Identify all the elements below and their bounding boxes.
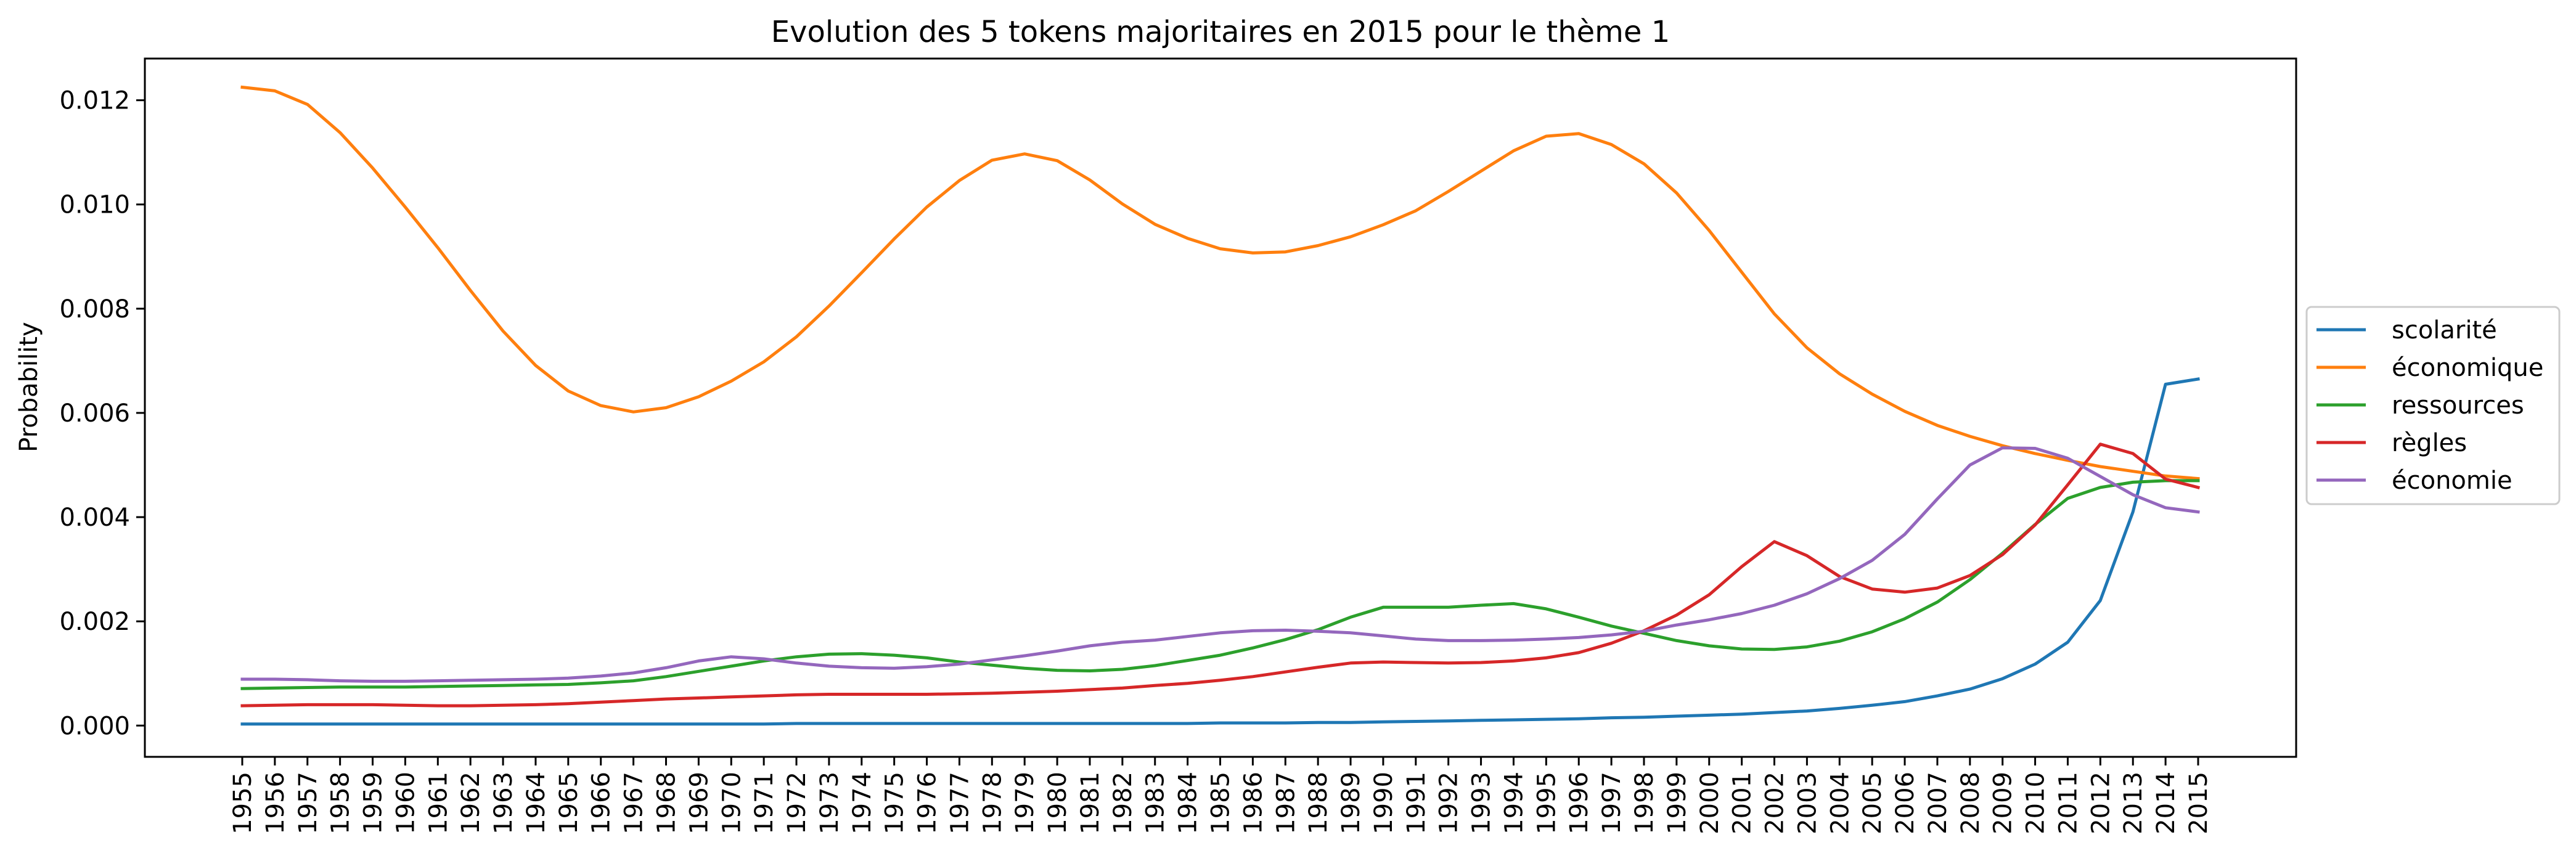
x-tick-label: 1994	[1500, 772, 1528, 834]
legend: scolarité économique ressources règles écono…	[2305, 306, 2561, 505]
x-tick-label: 1966	[587, 772, 616, 834]
x-tick-label: 1977	[946, 772, 974, 834]
x-tick-label: 2000	[1696, 772, 1724, 834]
series-line-1	[240, 377, 2200, 726]
x-tick-label: 1995	[1532, 772, 1561, 834]
x-tick-label: 1962	[457, 772, 485, 834]
series-line-4	[240, 443, 2201, 708]
x-tick-label: 1983	[1142, 772, 1170, 834]
x-tick-label: 2009	[1989, 772, 2018, 834]
x-tick-label: 1959	[359, 772, 388, 834]
x-axis-ticks: 1955 1956 1957 1958 1959 1960 1961 1962 1963 1964…	[229, 757, 2213, 834]
x-tick-label: 1990	[1370, 772, 1398, 834]
series-lines	[240, 85, 2201, 726]
y-axis-label: Probability	[15, 322, 43, 452]
x-tick-label: 1986	[1239, 772, 1267, 834]
x-tick-label: 1961	[424, 772, 452, 834]
y-tick-label: 0.000	[59, 712, 130, 740]
y-tick-label: 0.012	[59, 87, 130, 115]
y-tick-label: 0.010	[59, 191, 130, 219]
x-tick-label: 1964	[522, 772, 550, 834]
legend-label: ressources	[2392, 391, 2524, 420]
legend-label: scolarité	[2392, 316, 2497, 345]
x-tick-label: 1999	[1663, 772, 1691, 834]
x-tick-label: 2001	[1728, 772, 1757, 834]
legend-label: économie	[2392, 467, 2513, 495]
x-tick-label: 1956	[261, 772, 290, 834]
x-tick-label: 1976	[914, 772, 942, 834]
x-tick-label: 2004	[1826, 772, 1854, 834]
x-tick-label: 1978	[978, 772, 1007, 834]
y-tick-label: 0.002	[59, 608, 130, 636]
series-line-2	[240, 85, 2200, 481]
series-line-3	[240, 479, 2200, 690]
x-tick-label: 2013	[2119, 772, 2148, 834]
x-tick-label: 1974	[848, 772, 877, 834]
x-tick-label: 2008	[1957, 772, 1985, 834]
x-tick-label: 1985	[1207, 772, 1235, 834]
x-tick-label: 1997	[1598, 772, 1626, 834]
x-tick-label: 1993	[1468, 772, 1496, 834]
x-tick-label: 1973	[816, 772, 844, 834]
x-tick-label: 1965	[555, 772, 583, 834]
x-tick-label: 2010	[2022, 772, 2050, 834]
y-axis-ticks: 0.000 0.002 0.004 0.006 0.008 0.010 0.012	[59, 87, 145, 740]
x-tick-label: 1992	[1435, 772, 1463, 834]
x-tick-label: 2011	[2054, 772, 2082, 834]
x-tick-label: 1982	[1109, 772, 1137, 834]
x-tick-label: 1967	[620, 772, 648, 834]
x-tick-label: 1972	[783, 772, 811, 834]
x-tick-label: 1988	[1304, 772, 1333, 834]
x-tick-label: 1970	[718, 772, 746, 834]
x-tick-label: 1991	[1402, 772, 1431, 834]
y-tick-label: 0.008	[59, 295, 130, 324]
x-tick-label: 1975	[881, 772, 909, 834]
x-tick-label: 2014	[2152, 772, 2180, 834]
x-tick-label: 2005	[1858, 772, 1887, 834]
x-tick-label: 1996	[1565, 772, 1593, 834]
x-tick-label: 1969	[685, 772, 713, 834]
x-tick-label: 1984	[1174, 772, 1203, 834]
y-tick-label: 0.004	[59, 504, 130, 532]
x-tick-label: 1958	[327, 772, 355, 834]
x-tick-label: 2015	[2185, 772, 2213, 834]
x-tick-label: 2006	[1891, 772, 1920, 834]
x-tick-label: 1989	[1337, 772, 1365, 834]
x-tick-label: 1968	[652, 772, 681, 834]
y-tick-label: 0.006	[59, 399, 130, 428]
x-tick-label: 1998	[1630, 772, 1659, 834]
chart-title: Evolution des 5 tokens majoritaires en 2…	[771, 15, 1670, 49]
legend-label: économique	[2392, 354, 2543, 382]
x-tick-label: 1979	[1011, 772, 1039, 834]
legend-frame	[2305, 306, 2561, 505]
series-line-5	[240, 446, 2200, 683]
x-tick-label: 2012	[2087, 772, 2115, 834]
plot-area-frame	[144, 57, 2297, 758]
x-tick-label: 2002	[1761, 772, 1789, 834]
x-tick-label: 1981	[1076, 772, 1105, 834]
x-tick-label: 1971	[750, 772, 779, 834]
legend-label: règles	[2392, 429, 2467, 457]
x-tick-label: 1980	[1044, 772, 1072, 834]
x-tick-label: 1957	[294, 772, 322, 834]
x-tick-label: 2007	[1924, 772, 1952, 834]
x-tick-label: 1955	[229, 772, 257, 834]
x-tick-label: 2003	[1793, 772, 1822, 834]
x-tick-label: 1987	[1272, 772, 1300, 834]
x-tick-label: 1960	[391, 772, 420, 834]
x-tick-label: 1963	[489, 772, 518, 834]
